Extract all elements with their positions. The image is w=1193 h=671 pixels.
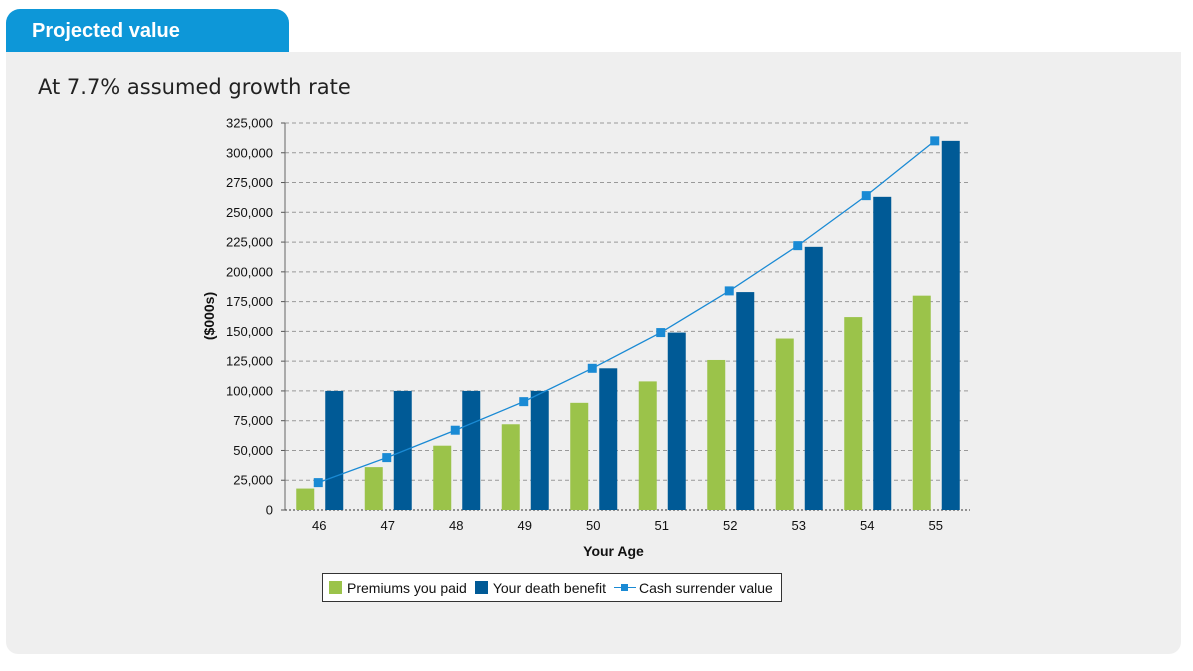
bar-death-benefit [941, 140, 960, 510]
legend-item-death-benefit: Your death benefit [474, 579, 606, 596]
bar-death-benefit [393, 390, 412, 510]
point-cash-surrender [382, 453, 392, 463]
bar-death-benefit [530, 390, 549, 510]
bar-premiums [501, 424, 520, 510]
legend-item-premiums: Premiums you paid [329, 580, 467, 596]
point-cash-surrender [724, 286, 734, 296]
x-tick-label: 54 [860, 518, 874, 533]
y-tick-label: 250,000 [226, 205, 273, 220]
bar-premiums [707, 359, 726, 510]
projected-value-tab[interactable]: Projected value [6, 9, 289, 52]
x-tick-label: 52 [723, 518, 737, 533]
point-cash-surrender [313, 478, 323, 488]
bar-death-benefit [873, 196, 892, 510]
point-cash-surrender [656, 328, 666, 338]
point-cash-surrender [861, 191, 871, 201]
bar-death-benefit [804, 246, 823, 510]
x-tick-label: 51 [655, 518, 669, 533]
y-tick-label: 225,000 [226, 235, 273, 250]
point-cash-surrender [519, 397, 529, 407]
y-tick-label: 300,000 [226, 145, 273, 160]
y-tick-label: 200,000 [226, 264, 273, 279]
bar-death-benefit [736, 292, 755, 510]
bar-death-benefit [599, 368, 618, 510]
bar-premiums [775, 338, 794, 510]
y-tick-label: 275,000 [226, 175, 273, 190]
point-cash-surrender [450, 425, 460, 435]
bar-premiums [433, 445, 452, 510]
line-cash-surrender [318, 140, 936, 484]
bar-premiums [296, 488, 315, 510]
y-tick-label: 125,000 [226, 354, 273, 369]
y-tick-label: 175,000 [226, 294, 273, 309]
point-cash-surrender [587, 363, 597, 373]
y-tick-label: 150,000 [226, 324, 273, 339]
legend-swatch-death-benefit [474, 581, 488, 594]
chart-legend: Premiums you paid Your death benefit Cas… [322, 573, 782, 602]
y-tick-label: 50,000 [233, 443, 273, 458]
x-tick-label: 48 [449, 518, 463, 533]
y-tick-label: 25,000 [233, 473, 273, 488]
x-tick-label: 50 [586, 518, 600, 533]
bar-death-benefit [325, 390, 344, 510]
point-cash-surrender [930, 136, 940, 146]
point-cash-surrender [793, 241, 803, 251]
x-tick-label: 55 [929, 518, 943, 533]
legend-label-death-benefit: Your death benefit [492, 579, 606, 596]
y-axis-title: ($000s) [201, 292, 217, 340]
bar-premiums [912, 295, 931, 510]
y-tick-label: 0 [266, 503, 273, 518]
legend-item-cash-surrender: Cash surrender value [613, 579, 773, 596]
chart-subtitle: At 7.7% assumed growth rate [38, 75, 351, 99]
bar-premiums [570, 402, 589, 510]
bar-death-benefit [462, 390, 481, 510]
x-tick-label: 46 [312, 518, 326, 533]
legend-label-premiums: Premiums you paid [347, 579, 467, 596]
tab-title: Projected value [32, 20, 180, 42]
legend-swatch-cash-surrender [613, 581, 636, 594]
bar-premiums [364, 467, 383, 510]
y-tick-label: 75,000 [233, 413, 273, 428]
bar-premiums [638, 381, 657, 510]
y-tick-label: 325,000 [226, 116, 273, 131]
x-tick-label: 49 [518, 518, 532, 533]
x-tick-label: 47 [381, 518, 395, 533]
x-axis-title: Your Age [583, 543, 644, 559]
bar-premiums [844, 317, 863, 510]
y-tick-label: 100,000 [226, 383, 273, 398]
x-tick-label: 53 [792, 518, 806, 533]
legend-label-cash-surrender: Cash surrender value [638, 579, 773, 596]
legend-swatch-premiums [329, 581, 342, 594]
bar-death-benefit [667, 332, 686, 510]
